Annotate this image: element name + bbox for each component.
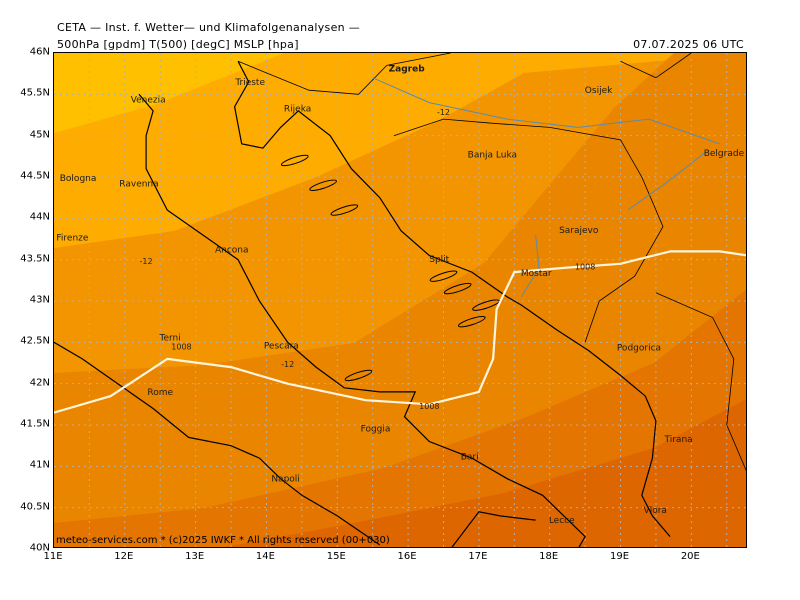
city-label-podgorica: Podgorica [617, 343, 661, 353]
city-label-bologna: Bologna [60, 174, 97, 184]
city-label-tirana: Tirana [664, 435, 693, 445]
coastlines [54, 53, 746, 547]
city-label-osijek: Osijek [585, 86, 613, 96]
lon-tick-label: 11E [43, 551, 63, 562]
gulf-of-taranto [451, 511, 536, 547]
city-label-sarajevo: Sarajevo [559, 226, 599, 236]
isobar-1008 [54, 250, 746, 414]
isobar-label: 1008 [575, 262, 595, 271]
river [627, 151, 706, 211]
copyright-footer: meteo-services.com * (c)2025 IWKF * All … [56, 535, 390, 546]
river [520, 234, 540, 298]
lon-tick-label: 15E [326, 551, 346, 562]
lat-tick-label: 44N [29, 211, 50, 223]
city-label-lecce: Lecce [549, 516, 575, 526]
lat-tick-label: 42N [29, 377, 50, 389]
city-label-ancona: Ancona [215, 246, 249, 256]
city-label-zagreb: Zagreb [389, 65, 426, 75]
chart-variables: 500hPa [gpdm] T(500) [degC] MSLP [hpa] [57, 38, 299, 51]
island [457, 315, 486, 328]
lat-tick-label: 43.5N [20, 253, 50, 265]
country-border [655, 292, 746, 471]
country-border [393, 118, 664, 343]
city-label-vlora: Vlora [644, 506, 667, 516]
island [429, 270, 458, 282]
lat-tick-label: 40.5N [20, 501, 50, 513]
city-label-banja-luka: Banja Luka [468, 151, 517, 161]
city-label-firenze: Firenze [56, 233, 88, 243]
lat-tick-label: 46N [29, 46, 50, 58]
weather-map: 1008 1008 1008 -12 -12 -12 Venezia Trieste Zagr… [54, 53, 746, 547]
lat-tick-label: 41N [29, 459, 50, 471]
lat-tick-label: 41.5N [20, 418, 50, 430]
island [344, 369, 373, 382]
island [280, 154, 309, 167]
lat-tick-label: 42.5N [20, 335, 50, 347]
lon-tick-label: 18E [539, 551, 559, 562]
country-border [620, 53, 692, 79]
city-label-bari: Bari [461, 452, 479, 462]
temperature-band-6 [224, 399, 746, 547]
lon-tick-label: 20E [680, 551, 700, 562]
city-label-napoli: Napoli [271, 475, 299, 485]
lat-tick-label: 45N [29, 129, 50, 141]
lon-tick-label: 16E [397, 551, 417, 562]
city-label-venezia: Venezia [131, 95, 166, 105]
temperature-label: -12 [281, 360, 294, 369]
lat-tick-label: 45.5N [20, 87, 50, 99]
lon-tick-label: 17E [468, 551, 488, 562]
isobar-label: 1008 [419, 402, 439, 411]
island [309, 179, 337, 191]
chart-timestamp: 07.07.2025 06 UTC [633, 38, 744, 51]
city-label-terni: Terni [159, 333, 181, 343]
lon-tick-label: 13E [185, 551, 205, 562]
island [472, 299, 500, 311]
city-label-rome: Rome [147, 388, 173, 398]
adriatic-east-coast [233, 61, 671, 537]
lat-tick-label: 40N [29, 542, 50, 554]
city-label-pescara: Pescara [264, 342, 299, 352]
lon-tick-label: 14E [255, 551, 275, 562]
lon-tick-label: 19E [609, 551, 630, 562]
italy-east-coast [138, 93, 586, 547]
lon-tick-label: 12E [114, 551, 134, 562]
map-panel: 1008 1008 1008 -12 -12 -12 Venezia Trieste Zagr… [53, 52, 747, 548]
chart-title: CETA — Inst. f. Wetter— und Klimafolgena… [57, 21, 361, 34]
city-label-mostar: Mostar [521, 269, 552, 279]
city-labels: Venezia Trieste Zagreb Rijeka Osijek Bologna R… [56, 65, 744, 526]
city-label-rijeka: Rijeka [284, 104, 311, 114]
temperature-label: -12 [140, 257, 153, 266]
lat-tick-label: 43N [29, 294, 50, 306]
isobars: 1008 1008 1008 -12 -12 -12 [54, 108, 746, 414]
river [372, 77, 720, 145]
italy-west-coast [54, 341, 381, 546]
city-label-belgrade: Belgrade [704, 149, 745, 159]
city-label-foggia: Foggia [361, 424, 391, 434]
isobar-label: 1008 [171, 342, 191, 351]
city-label-ravenna: Ravenna [119, 180, 158, 190]
country-border [237, 53, 451, 95]
lat-lon-grid [54, 53, 746, 547]
city-label-split: Split [429, 255, 449, 265]
island [443, 282, 472, 295]
lat-tick-label: 44.5N [20, 170, 50, 182]
city-label-trieste: Trieste [234, 78, 265, 88]
rivers [372, 77, 720, 298]
island [330, 204, 359, 216]
temperature-label: -12 [437, 108, 450, 117]
